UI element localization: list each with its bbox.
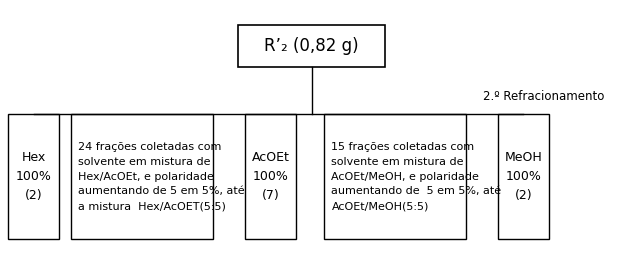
Text: R’₂ (0,82 g): R’₂ (0,82 g) <box>264 37 359 55</box>
Bar <box>498 114 549 239</box>
Bar <box>71 114 213 239</box>
Text: Hex
100%
(2): Hex 100% (2) <box>16 151 52 202</box>
Text: 15 frações coletadas com
solvente em mistura de
AcOEt/MeOH, e polaridade
aumenta: 15 frações coletadas com solvente em mis… <box>331 142 502 211</box>
Bar <box>8 114 59 239</box>
Text: AcOEt
100%
(7): AcOEt 100% (7) <box>252 151 289 202</box>
Bar <box>324 114 466 239</box>
Text: 2.º Refracionamento: 2.º Refracionamento <box>483 90 604 102</box>
Bar <box>238 25 384 67</box>
Text: 24 frações coletadas com
solvente em mistura de
Hex/AcOEt, e polaridade
aumentan: 24 frações coletadas com solvente em mis… <box>78 142 245 211</box>
Text: MeOH
100%
(2): MeOH 100% (2) <box>505 151 542 202</box>
Bar <box>245 114 296 239</box>
